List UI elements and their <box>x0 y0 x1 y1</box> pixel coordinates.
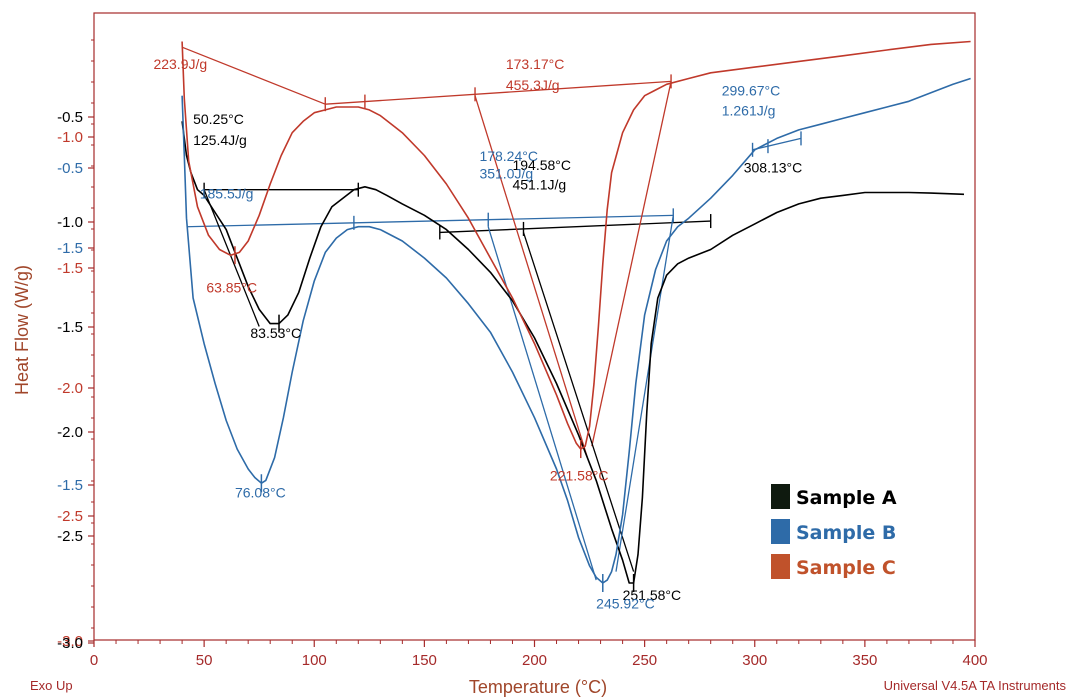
y-tick-label: -2.5 <box>57 508 83 525</box>
annotation-label: 173.17°C <box>506 56 565 72</box>
annotation-label: 63.85°C <box>206 279 257 295</box>
annotation-group: 223.9J/g 173.17°C 455.3J/g 50.25°C 125.4J/g 1… <box>153 56 802 612</box>
y-tick-label: -1.5 <box>57 240 83 257</box>
baseline-sample-a <box>439 220 711 234</box>
annotation-label: 185.5J/g <box>200 185 254 201</box>
y-tick-label: -1.5 <box>57 319 83 336</box>
annotation-label: 221.58°C <box>550 467 609 483</box>
x-tick-label: 50 <box>196 652 213 669</box>
annotation-label: 50.25°C <box>193 111 244 127</box>
series-group <box>181 40 971 584</box>
legend-label-sample-c: Sample C <box>796 557 896 579</box>
plot-frame <box>93 12 976 641</box>
series-line-sample-a <box>181 121 965 584</box>
tangent-line-sample-b <box>487 226 597 581</box>
tangent-line-sample-c <box>474 95 589 458</box>
legend-item-sample-c: Sample C <box>771 554 896 579</box>
x-axis: 0 50 100 150 200 250 300 350 400 <box>90 640 988 669</box>
y-tick-label: -1.5 <box>57 477 83 494</box>
annotation-label: 351.0J/g <box>479 165 533 181</box>
legend-item-sample-b: Sample B <box>771 519 896 544</box>
x-tick-label: 100 <box>302 652 327 669</box>
legend-swatch-sample-b <box>771 519 790 544</box>
annotation-label: 194.58°C <box>512 157 571 173</box>
tangent-line-sample-c <box>591 81 672 447</box>
legend: Sample A Sample B Sample C <box>771 484 897 579</box>
series-line-sample-b <box>181 77 971 584</box>
baseline-sample-c <box>325 80 672 105</box>
x-tick-label: 200 <box>522 652 547 669</box>
y-tick-label: -2.0 <box>57 380 83 397</box>
annotation-label: 299.67°C <box>722 83 781 99</box>
annotation-label: 251.58°C <box>623 587 682 603</box>
y-tick-label: -3.0 <box>57 633 83 650</box>
x-tick-label: 400 <box>962 652 987 669</box>
exo-up-label: Exo Up <box>30 678 73 693</box>
y-axis: -0.5 -1.0 -0.5 -1.0 -1.5 -1.5 -1.5 -2.0 -2.0 -1.5… <box>57 39 94 652</box>
series-line-sample-c <box>181 40 971 450</box>
y-tick-label: -1.0 <box>57 214 83 231</box>
peak-marker-group <box>234 246 635 592</box>
y-tick-label: -1.5 <box>57 260 83 277</box>
y-tick-label: -3.0 <box>57 635 83 652</box>
tangent-line-sample-a <box>203 189 260 327</box>
annotation-label: 451.1J/g <box>512 177 566 193</box>
legend-swatch-sample-c <box>771 554 790 579</box>
legend-label-sample-b: Sample B <box>796 522 896 544</box>
instrument-label: Universal V4.5A TA Instruments <box>884 678 1067 693</box>
annotation-label: 178.24°C <box>479 148 538 164</box>
x-axis-title: Temperature (°C) <box>469 677 607 697</box>
annotation-label: 76.08°C <box>235 485 286 501</box>
annotation-label: 245.92°C <box>596 596 655 612</box>
tangent-line-sample-a <box>522 232 635 572</box>
annotation-label: 223.9J/g <box>153 56 207 72</box>
y-tick-label: -0.5 <box>57 109 83 126</box>
tangent-line-sample-b <box>615 215 674 572</box>
y-tick-label: -1.0 <box>57 129 83 146</box>
legend-swatch-sample-a <box>771 484 790 509</box>
tangent-line-sample-c <box>181 46 326 105</box>
x-tick-label: 0 <box>90 652 98 669</box>
x-tick-label: 150 <box>412 652 437 669</box>
annotation-label: 1.261J/g <box>722 103 776 119</box>
y-axis-title: Heat Flow (W/g) <box>12 265 32 395</box>
annotation-label: 83.53°C <box>250 325 301 341</box>
legend-item-sample-a: Sample A <box>771 484 897 509</box>
baseline-sample-b <box>186 214 674 228</box>
baseline-sample-b <box>752 137 802 151</box>
annotation-label: 125.4J/g <box>193 132 247 148</box>
y-tick-label: -2.5 <box>57 528 83 545</box>
baseline-group <box>181 46 802 581</box>
x-tick-label: 350 <box>852 652 877 669</box>
y-tick-label: -0.5 <box>57 160 83 177</box>
x-tick-label: 250 <box>632 652 657 669</box>
y-tick-label: -2.0 <box>57 424 83 441</box>
legend-label-sample-a: Sample A <box>796 487 897 509</box>
x-tick-label: 300 <box>742 652 767 669</box>
annotation-label: 308.13°C <box>744 160 803 176</box>
annotation-label: 455.3J/g <box>506 77 560 93</box>
